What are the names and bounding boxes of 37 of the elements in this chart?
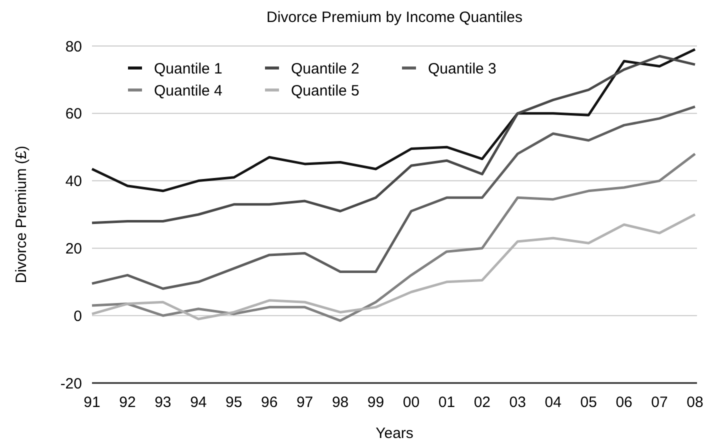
line-series bbox=[90, 48, 696, 192]
line-series bbox=[90, 54, 696, 224]
y-tick-label: 0 bbox=[74, 308, 82, 325]
x-tick-label: 03 bbox=[509, 394, 526, 411]
x-tick-label: 06 bbox=[616, 394, 632, 411]
x-tick-label: 01 bbox=[438, 394, 456, 411]
x-axis-title: Years bbox=[376, 425, 414, 442]
line-series bbox=[90, 105, 696, 290]
x-tick-label: 97 bbox=[296, 394, 314, 411]
x-tick-label: 08 bbox=[686, 394, 704, 411]
y-axis-title: Divorce Premium (£) bbox=[13, 146, 30, 284]
y-tick-label: 80 bbox=[65, 38, 82, 56]
y-tick-label: 20 bbox=[65, 240, 82, 258]
chart-title: Divorce Premium by Income Quantiles bbox=[266, 9, 522, 26]
y-tick-label: 40 bbox=[65, 173, 82, 190]
x-tick-label: 95 bbox=[226, 394, 242, 411]
x-tick-label: 98 bbox=[332, 394, 349, 411]
legend-label: Quantile 1 bbox=[154, 60, 222, 78]
x-tick-label: 99 bbox=[367, 394, 384, 411]
x-tick-label: 05 bbox=[580, 394, 597, 411]
y-tick-label: 60 bbox=[65, 106, 82, 123]
y-tick-label: -20 bbox=[60, 375, 82, 392]
x-tick-label: 96 bbox=[261, 394, 278, 411]
legend-label: Quantile 5 bbox=[291, 82, 360, 100]
line-series bbox=[90, 213, 696, 320]
x-tick-label: 04 bbox=[544, 394, 562, 411]
legend-label: Quantile 2 bbox=[291, 60, 360, 78]
x-tick-label: 00 bbox=[402, 394, 420, 411]
legend-label: Quantile 4 bbox=[154, 82, 222, 100]
x-tick-label: 07 bbox=[651, 394, 668, 411]
x-tick-label: 92 bbox=[119, 394, 136, 411]
x-tick-label: 94 bbox=[190, 394, 207, 411]
legend-label: Quantile 3 bbox=[428, 60, 496, 78]
x-tick-label: 02 bbox=[474, 394, 491, 411]
x-tick-label: 91 bbox=[84, 394, 100, 411]
x-tick-label: 93 bbox=[154, 394, 172, 411]
line-series bbox=[90, 152, 696, 322]
